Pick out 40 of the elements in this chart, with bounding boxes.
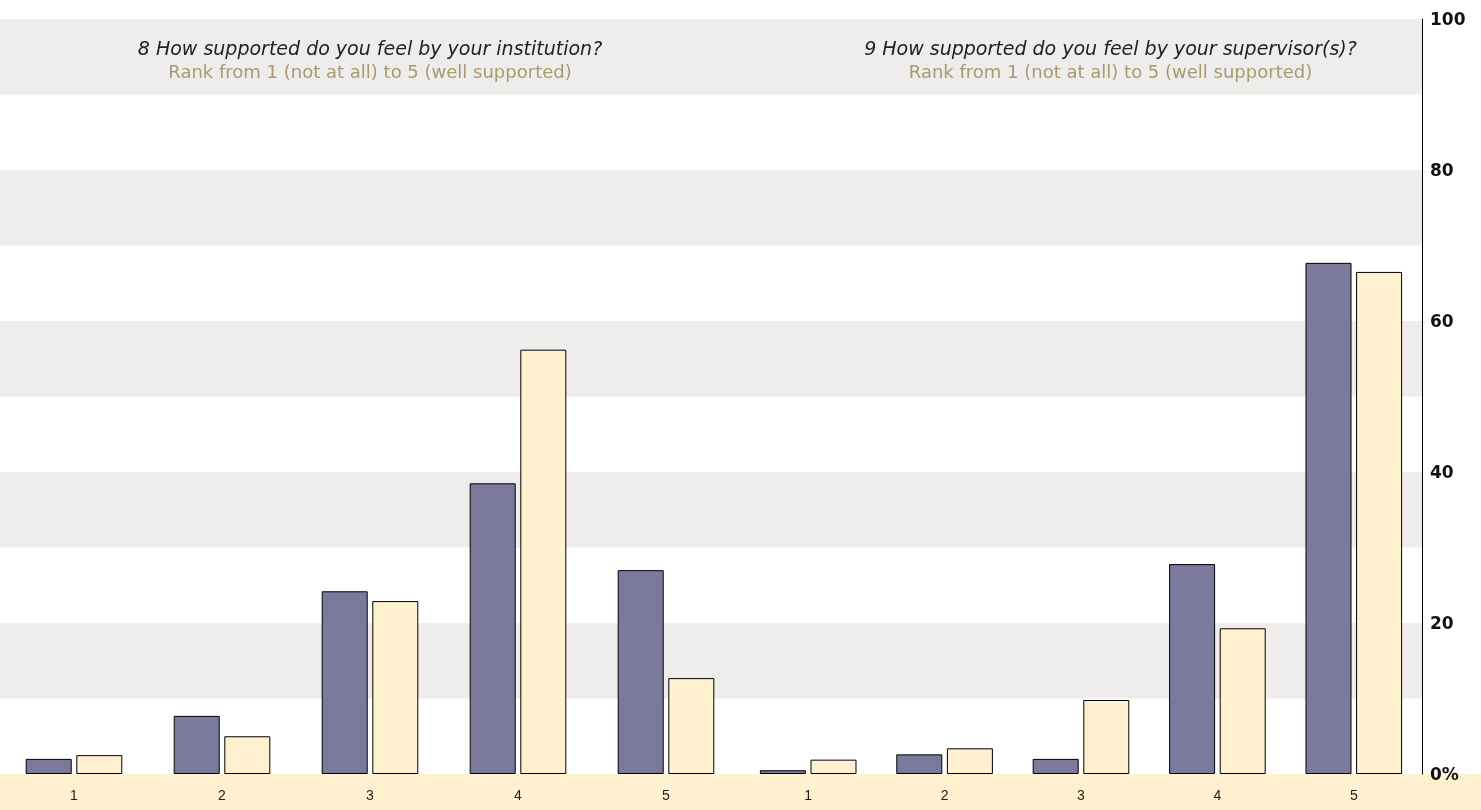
x-tick-label: 1	[70, 787, 79, 803]
bar	[173, 715, 220, 774]
y-tick-label: 60	[1430, 311, 1454, 331]
x-tick-label: 4	[1213, 787, 1222, 803]
x-tick-label: 5	[1349, 787, 1358, 803]
x-tick-label: 1	[804, 787, 813, 803]
bar	[520, 349, 567, 774]
x-tick-label: 3	[366, 787, 375, 803]
x-tick-label: 3	[1077, 787, 1086, 803]
y-tick-label: 0%	[1430, 764, 1459, 784]
bar	[896, 754, 943, 774]
bar	[1083, 700, 1130, 774]
bar	[224, 736, 271, 774]
y-tick-label: 100	[1430, 9, 1466, 29]
bar	[321, 591, 368, 774]
y-tick-label: 80	[1430, 160, 1454, 180]
text: Rank from 1 (not at all) to 5 (well supported)	[168, 60, 572, 82]
bar	[946, 748, 993, 774]
text: 9 How supported do you feel by your supervisor(s)?	[864, 36, 1357, 59]
x-tick-label: 4	[514, 787, 523, 803]
y-tick-label: 40	[1430, 462, 1454, 482]
text: Rank from 1 (not at all) to 5 (well supported)	[908, 60, 1313, 82]
bar	[25, 758, 72, 774]
bar	[372, 601, 419, 774]
y-tick-label: 20	[1430, 613, 1454, 633]
bar	[617, 570, 664, 774]
x-tick-label: 2	[940, 787, 949, 803]
text: 8 How supported do you feel by your institution?	[137, 36, 603, 59]
bar	[810, 759, 857, 774]
bar	[668, 678, 715, 774]
bar	[1356, 271, 1403, 774]
bar	[1219, 628, 1266, 774]
bar	[1305, 262, 1352, 774]
x-tick-label: 2	[218, 787, 227, 803]
bar	[76, 755, 123, 774]
x-tick-label: 5	[662, 787, 671, 803]
bar	[469, 483, 516, 774]
bar	[759, 770, 806, 774]
bar	[1032, 758, 1079, 774]
bar	[1169, 564, 1216, 774]
